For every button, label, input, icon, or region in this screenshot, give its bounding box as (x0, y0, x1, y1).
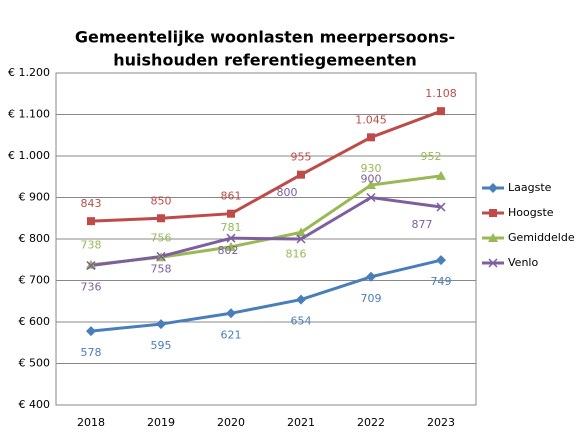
y-tick-label: € 1.200 (8, 66, 50, 79)
data-label: 749 (431, 275, 452, 288)
x-tick-label: 2019 (147, 416, 175, 429)
legend-label: Gemiddelde (508, 231, 575, 244)
marker (156, 319, 166, 330)
y-tick-label: € 700 (19, 274, 51, 287)
marker (226, 233, 236, 243)
y-tick-label: € 600 (19, 315, 51, 328)
x-tick-label: 2023 (427, 416, 455, 429)
chart-title: Gemeentelijke woonlasten meerpersoons- (75, 28, 455, 47)
marker (437, 107, 445, 116)
marker (86, 326, 96, 337)
marker (226, 241, 236, 251)
marker (227, 209, 235, 218)
data-label: 861 (221, 190, 242, 203)
y-tick-label: € 800 (19, 232, 51, 245)
legend-label: Laagste (508, 181, 552, 194)
series-line (90, 196, 442, 268)
marker (296, 234, 306, 244)
marker (86, 259, 96, 269)
x-tick-label: 2020 (217, 416, 245, 429)
data-label: 654 (291, 315, 312, 328)
data-label: 736 (81, 281, 102, 294)
legend-label: Hoogste (508, 206, 554, 219)
data-label: 843 (81, 197, 102, 210)
data-label: 952 (421, 150, 442, 163)
data-label: 1.045 (355, 113, 387, 126)
marker (157, 214, 165, 223)
y-tick-label: € 1.100 (8, 108, 50, 121)
data-label: 877 (412, 218, 433, 231)
legend-label: Venlo (508, 256, 538, 269)
x-tick-label: 2018 (77, 416, 105, 429)
marker (86, 261, 96, 271)
marker (488, 258, 498, 268)
marker (87, 217, 95, 226)
data-label: 578 (81, 346, 102, 359)
marker (436, 255, 446, 266)
series-line (90, 109, 442, 223)
data-label: 709 (361, 292, 382, 305)
marker (296, 227, 306, 237)
data-label: 800 (277, 186, 298, 199)
marker (226, 308, 236, 319)
x-tick-label: 2021 (287, 416, 315, 429)
marker (488, 233, 498, 242)
y-tick-label: € 1.000 (8, 149, 50, 162)
marker (489, 209, 497, 217)
marker (297, 170, 305, 179)
data-label: 781 (221, 221, 242, 234)
plot-border (55, 72, 477, 406)
chart-title: huishouden referentiegemeenten (113, 51, 416, 70)
marker (366, 271, 376, 282)
data-label: 955 (291, 151, 312, 164)
data-label: 816 (286, 247, 307, 260)
data-label: 1.108 (425, 87, 457, 100)
x-tick-label: 2022 (357, 416, 385, 429)
marker (366, 180, 376, 190)
data-label: 621 (221, 328, 242, 341)
marker (156, 251, 166, 261)
y-tick-label: € 400 (19, 398, 51, 411)
marker (366, 192, 376, 203)
data-label: 802 (218, 244, 239, 257)
series-line (90, 258, 442, 333)
marker (436, 170, 446, 180)
data-label: 738 (81, 239, 102, 252)
marker (436, 202, 446, 212)
marker (296, 294, 306, 305)
data-label: 758 (151, 262, 172, 275)
data-label: 850 (151, 194, 172, 207)
marker (488, 183, 498, 193)
y-tick-label: € 500 (19, 357, 51, 370)
marker (367, 133, 375, 142)
data-label: 595 (151, 339, 172, 352)
data-label: 900 (361, 173, 382, 186)
y-tick-label: € 900 (19, 191, 51, 204)
data-label: 756 (151, 231, 172, 244)
data-label: 930 (361, 162, 382, 175)
